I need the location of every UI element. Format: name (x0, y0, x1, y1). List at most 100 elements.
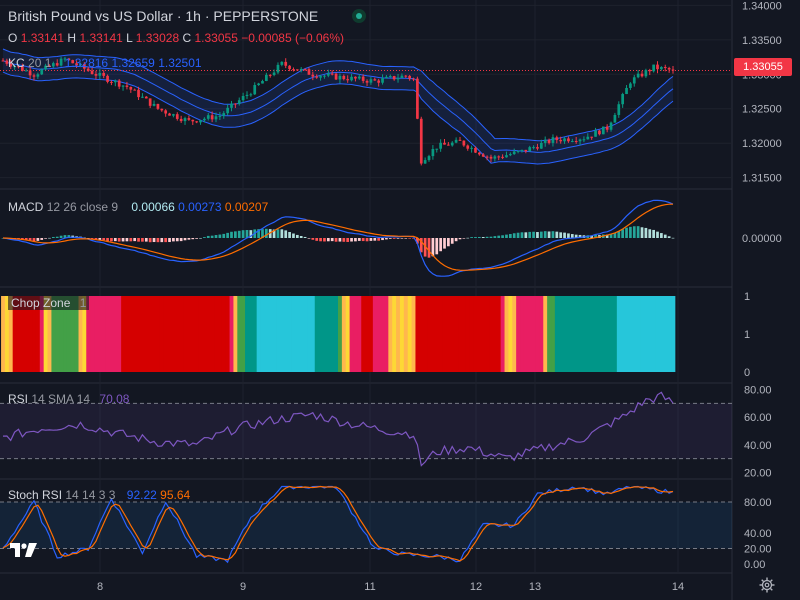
macd-histogram-bar (505, 234, 508, 238)
macd-histogram-bar (392, 238, 396, 239)
time-tick-label: 8 (97, 581, 103, 593)
chop-zone-bar (101, 296, 107, 372)
chop-zone-bar (574, 296, 579, 372)
candle-body (373, 79, 377, 81)
macd-line (2, 199, 674, 277)
stoch-legend[interactable]: Stoch RSI 14 14 3 3 92.22 95.64 (8, 488, 190, 502)
macd-histogram-bar (98, 238, 102, 240)
candle-body (598, 130, 601, 135)
macd-histogram-bar (361, 238, 365, 242)
macd-histogram-bar (388, 238, 392, 239)
candle-body (40, 69, 44, 75)
chop-zone-bar (446, 296, 451, 372)
macd-histogram-bar (466, 237, 470, 239)
chop-zone-bar (117, 296, 122, 372)
chop-zone-bar (299, 296, 304, 372)
kc-legend[interactable]: KC 20 1 1.32816 1.32659 1.32501 (8, 56, 202, 70)
chop-zone-bar (419, 296, 424, 372)
rsi-line (2, 391, 674, 467)
chop-zone-bar (481, 296, 486, 372)
chop-zone-bar (148, 296, 153, 372)
macd-histogram-bar (396, 238, 400, 239)
candle-body (478, 152, 481, 155)
candle-body (381, 78, 384, 83)
price-tick-label: 1.32500 (742, 104, 782, 116)
candle-body (230, 103, 233, 108)
macd-histogram-bar (191, 238, 195, 240)
chop-zone-bar (438, 296, 443, 372)
macd-histogram-bar (485, 236, 489, 238)
candle-body (590, 136, 594, 138)
candle-body (508, 154, 512, 156)
candle-body (311, 74, 315, 77)
macd-histogram-bar (156, 238, 160, 243)
candle-body (133, 89, 137, 91)
macd-histogram-bar (594, 234, 597, 238)
candle-body (284, 61, 288, 66)
candle-body (512, 151, 516, 155)
kc-basis-line (2, 60, 674, 153)
chop-zone-bar (279, 296, 285, 372)
macd-histogram-bar (660, 233, 663, 238)
candle-body (439, 142, 442, 149)
chop-zone-bar (531, 296, 536, 372)
candle-body (113, 80, 117, 83)
chop-zone-bar (578, 296, 583, 372)
symbol-title[interactable]: British Pound vs US Dollar · 1h · PEPPER… (8, 8, 319, 24)
rsi-tick-label: 80.00 (744, 385, 772, 397)
chop-zone-bar (593, 296, 598, 372)
macd-histogram-bar (36, 238, 40, 241)
chop-zone-bar (291, 296, 296, 372)
candle-body (5, 60, 9, 64)
candle-body (570, 141, 574, 143)
chop-zone-bar (570, 296, 575, 372)
chop-zone-bar (597, 296, 602, 372)
chop-zone-bar (554, 296, 560, 372)
candle-body (187, 118, 191, 120)
macd-histogram-bar (237, 230, 241, 238)
chop-zone-bar (450, 296, 455, 372)
chop-zone-bar (128, 296, 134, 372)
macd-histogram-bar (172, 238, 175, 242)
macd-histogram-bar (179, 238, 183, 242)
stoch-k-value: 92.22 (126, 488, 157, 502)
candle-body (648, 70, 652, 72)
chop-zone-bar (175, 296, 180, 372)
macd-histogram-bar (295, 234, 299, 238)
chop-zone-bar (636, 296, 641, 372)
stoch-params: 14 14 3 3 (65, 488, 116, 502)
chop-zone-bar (372, 296, 378, 372)
candle-body (543, 139, 547, 143)
macd-histogram-bar (94, 238, 98, 241)
candle-body (168, 113, 171, 116)
macd-legend[interactable]: MACD 12 26 close 9 0.00066 0.00273 0.002… (8, 200, 268, 214)
chop-zone-bar (43, 296, 48, 372)
rsi-legend[interactable]: RSI 14 SMA 14 70.08 (8, 392, 129, 406)
chop-legend[interactable]: Chop Zone 1 (8, 296, 90, 310)
candle-body (98, 72, 102, 76)
macd-histogram-bar (435, 238, 439, 255)
chop-zone-bar (504, 296, 509, 372)
candle-body (288, 65, 291, 70)
chop-zone-bar (229, 296, 234, 372)
settings-gear-icon[interactable] (759, 577, 775, 593)
macd-histogram-bar (226, 232, 229, 238)
chop-zone-bar (566, 296, 571, 372)
chop-zone-bar (516, 296, 521, 372)
macd-histogram-bar (652, 229, 655, 238)
candle-body (94, 74, 98, 76)
macd-histogram-bar (32, 238, 36, 242)
candle-body (323, 75, 326, 77)
macd-histogram-bar (257, 229, 260, 238)
candle-body (532, 147, 535, 149)
macd-histogram-bar (106, 238, 109, 241)
candle-body (574, 141, 578, 143)
candle-body (292, 69, 295, 71)
tradingview-logo-icon[interactable] (10, 540, 40, 560)
candle-body (226, 107, 229, 114)
macd-histogram-bar (543, 231, 547, 238)
chop-zone-bar (551, 296, 556, 372)
candle-body (586, 136, 590, 140)
candle-body (21, 66, 24, 71)
